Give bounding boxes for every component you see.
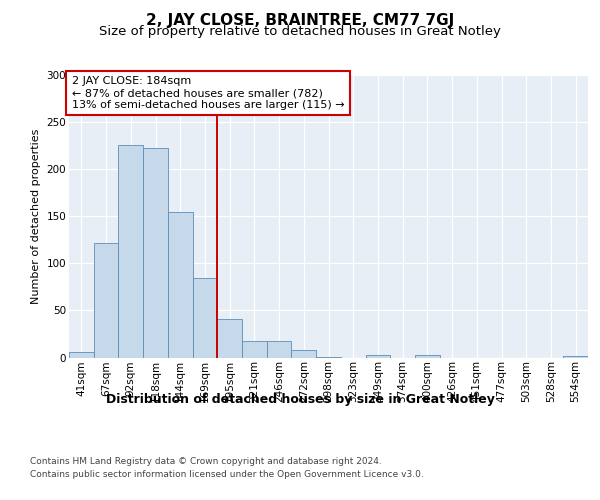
Text: Contains HM Land Registry data © Crown copyright and database right 2024.: Contains HM Land Registry data © Crown c…: [30, 458, 382, 466]
Bar: [316, 356, 341, 358]
Bar: [118, 144, 143, 358]
Bar: [94, 242, 118, 358]
Text: Distribution of detached houses by size in Great Notley: Distribution of detached houses by size …: [106, 392, 494, 406]
Bar: [69, 352, 94, 358]
Bar: [563, 356, 588, 358]
Bar: [365, 354, 390, 358]
Bar: [143, 148, 168, 358]
Text: Size of property relative to detached houses in Great Notley: Size of property relative to detached ho…: [99, 25, 501, 38]
Bar: [415, 354, 440, 358]
Text: 2 JAY CLOSE: 184sqm
← 87% of detached houses are smaller (782)
13% of semi-detac: 2 JAY CLOSE: 184sqm ← 87% of detached ho…: [71, 76, 344, 110]
Bar: [242, 342, 267, 357]
Y-axis label: Number of detached properties: Number of detached properties: [31, 128, 41, 304]
Bar: [193, 278, 217, 357]
Bar: [168, 212, 193, 358]
Bar: [217, 319, 242, 358]
Bar: [292, 350, 316, 358]
Bar: [267, 342, 292, 357]
Text: Contains public sector information licensed under the Open Government Licence v3: Contains public sector information licen…: [30, 470, 424, 479]
Text: 2, JAY CLOSE, BRAINTREE, CM77 7GJ: 2, JAY CLOSE, BRAINTREE, CM77 7GJ: [146, 12, 454, 28]
